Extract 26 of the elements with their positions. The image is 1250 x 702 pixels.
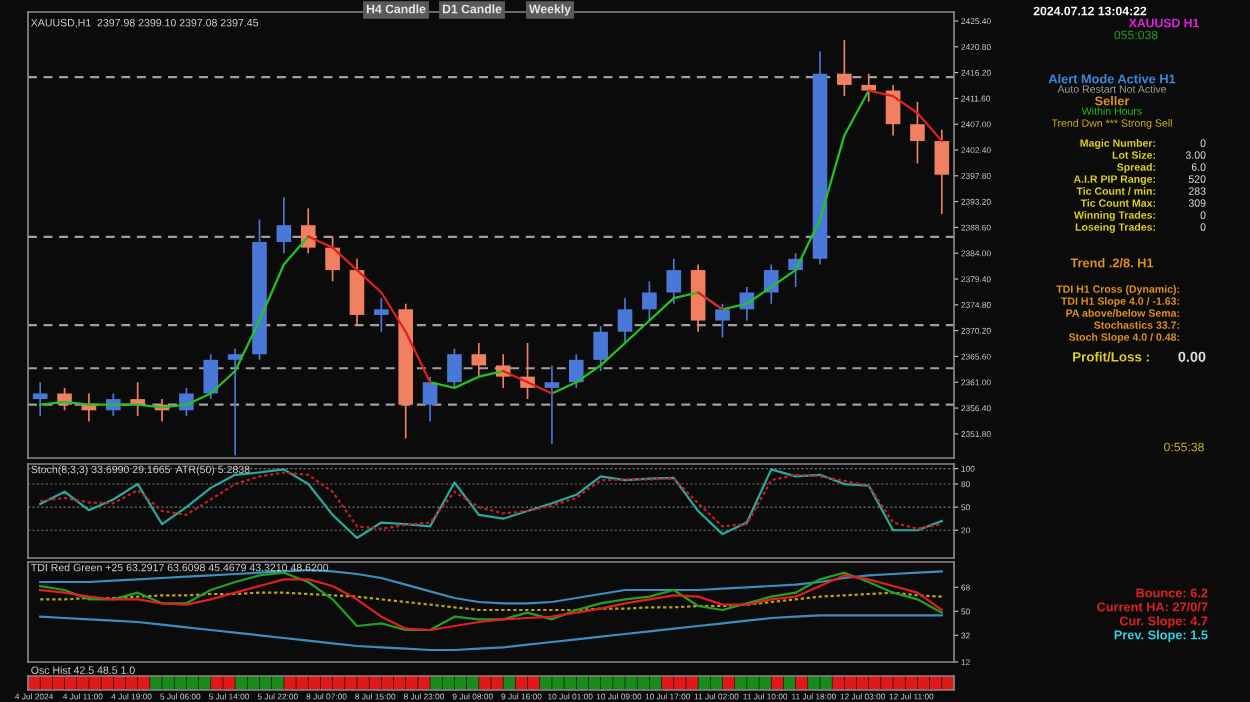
candlestick (349, 258, 365, 327)
candlestick (32, 381, 48, 417)
line-series (39, 614, 943, 652)
candlestick (276, 196, 292, 255)
candlestick (593, 325, 608, 372)
candlestick (861, 72, 877, 103)
line-series (39, 568, 943, 605)
candlestick (666, 258, 682, 305)
candlestick (617, 297, 633, 344)
candlestick (934, 128, 950, 215)
candlestick (422, 375, 438, 423)
candlestick (447, 347, 462, 389)
candlestick (227, 347, 243, 457)
candlestick (763, 263, 779, 305)
candlestick (544, 364, 560, 445)
candlestick (203, 353, 219, 400)
candlestick (325, 235, 340, 283)
candlestick (642, 280, 657, 322)
candlestick (568, 353, 584, 389)
candlestick (837, 39, 852, 97)
candlestick (374, 297, 389, 333)
candlestick (471, 342, 487, 378)
candlestick (715, 302, 730, 339)
candlestick (130, 381, 145, 417)
line-series (39, 591, 943, 612)
candlestick (910, 100, 925, 165)
